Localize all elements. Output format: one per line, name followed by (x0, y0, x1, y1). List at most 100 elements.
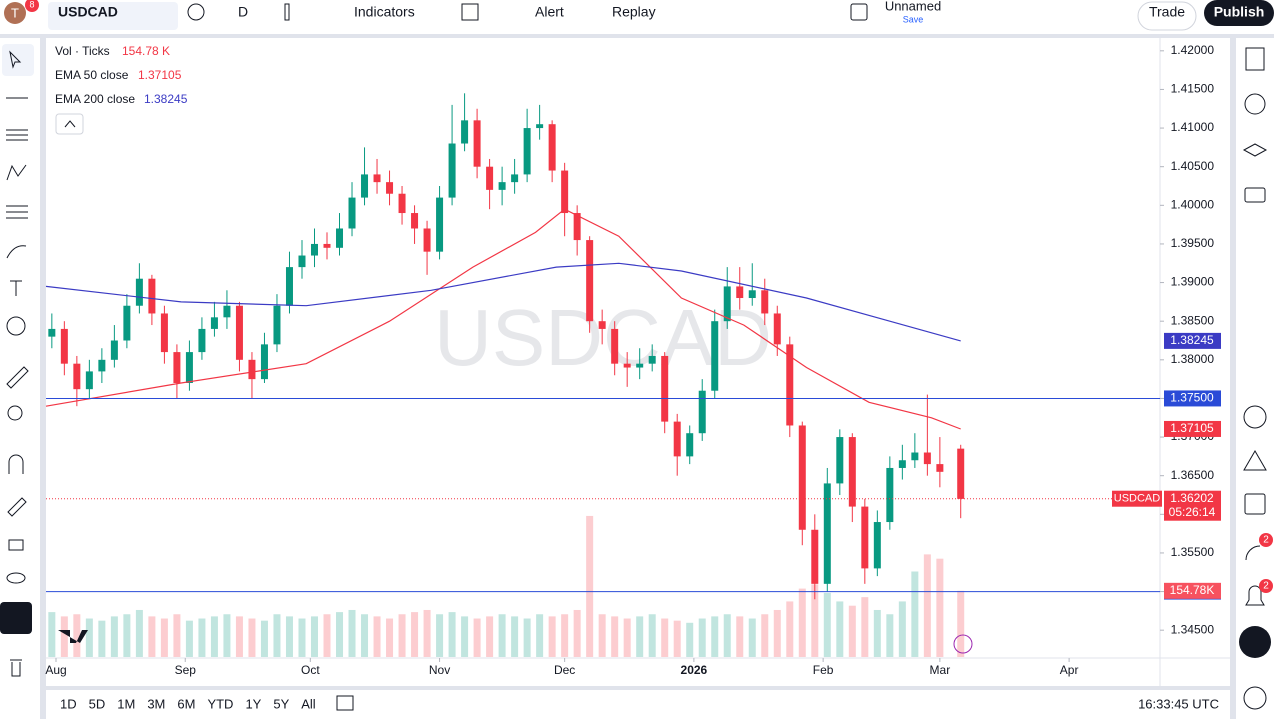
volume-bar (98, 620, 106, 657)
avatar-letter: T (11, 5, 19, 20)
watchlist-icon[interactable] (1245, 47, 1265, 71)
publish-button[interactable] (1204, 0, 1274, 26)
layout-name[interactable]: Unnamed (885, 0, 941, 13)
replay-button[interactable]: Replay (612, 4, 656, 20)
legend-value: 154.78 K (122, 44, 170, 58)
chat-icon[interactable] (1244, 187, 1266, 203)
candle-body (198, 328, 206, 353)
timeframe[interactable]: 1D (60, 696, 77, 711)
alert-button[interactable]: Alert (535, 4, 564, 20)
compare-icon[interactable] (187, 3, 205, 21)
templates-icon[interactable] (461, 3, 479, 21)
volume-bar (461, 616, 469, 657)
indicators-button[interactable]: Indicators (354, 4, 415, 20)
candle-body (361, 174, 369, 198)
volume-bar (185, 620, 193, 657)
brush-tool[interactable] (6, 245, 27, 259)
hide-tool[interactable] (6, 572, 26, 584)
forecast-tool[interactable] (6, 205, 28, 219)
x-tick-label: 2026 (681, 663, 708, 677)
publish-label: Publish (1214, 4, 1265, 20)
volume-tag-box (1164, 582, 1221, 599)
alerts-icon[interactable] (1244, 93, 1266, 115)
help-icon[interactable] (1243, 686, 1267, 710)
badge (1259, 579, 1273, 593)
event-marker[interactable] (953, 634, 973, 654)
timeframe[interactable]: 3M (147, 696, 165, 711)
volume-bar (561, 614, 569, 657)
ruler-tool[interactable] (6, 366, 29, 389)
candle-body (210, 317, 218, 329)
trade-button[interactable] (1137, 1, 1197, 31)
fib-tool[interactable] (6, 129, 28, 141)
timeframe[interactable]: 1Y (245, 696, 261, 711)
candle-body (673, 421, 681, 457)
pattern-tool[interactable] (6, 164, 27, 181)
candle-body (98, 359, 106, 372)
volume-bar (336, 612, 344, 657)
candle-body (798, 425, 806, 530)
candle-body (923, 452, 931, 465)
delete-tool[interactable] (10, 659, 22, 677)
volume-bar (448, 612, 456, 657)
legend-value: 1.38245 (144, 92, 188, 106)
timeframe[interactable]: 1M (117, 696, 135, 711)
timeframe[interactable]: YTD (207, 696, 233, 711)
layers-icon[interactable] (1242, 143, 1268, 157)
volume-bar (223, 614, 231, 657)
emoji-tool[interactable] (6, 316, 26, 336)
target-icon[interactable] (1243, 405, 1267, 429)
candle-body (60, 328, 68, 364)
candle-body (623, 363, 631, 368)
interval[interactable]: D (238, 4, 248, 20)
last-price-label: 1.36202 (1170, 491, 1214, 505)
lock-tool[interactable] (8, 539, 24, 551)
calendar-icon[interactable] (1244, 493, 1266, 515)
volume-bar (173, 614, 181, 657)
candle-body (85, 371, 93, 390)
stay-drawing-tool[interactable] (7, 497, 27, 517)
date-range-icon[interactable] (336, 695, 354, 711)
volume-bar (110, 616, 118, 657)
timeframe[interactable]: 5D (89, 696, 106, 711)
y-tick-label: 1.34500 (1171, 622, 1215, 636)
candle-body (957, 448, 965, 499)
candle-body (423, 228, 431, 252)
candle-body (486, 166, 494, 190)
layout-icon[interactable] (850, 3, 868, 21)
volume-bar (886, 614, 894, 657)
notification-icon[interactable] (1245, 585, 1265, 606)
volume-bar (260, 620, 268, 657)
symbol-search[interactable] (48, 2, 178, 30)
ideas-icon[interactable] (1243, 450, 1267, 471)
candle-body (336, 228, 344, 248)
collapse-legend[interactable] (55, 113, 84, 135)
candle-body (573, 213, 581, 241)
badge (1259, 533, 1273, 547)
volume-bar (536, 614, 544, 657)
apps-icon[interactable] (1239, 626, 1271, 658)
candle-body (323, 243, 331, 248)
timeframe[interactable]: All (301, 696, 316, 711)
volume-bar (310, 616, 318, 657)
legend-label: Vol · Ticks (55, 44, 110, 58)
chart-type-icon[interactable] (284, 3, 290, 21)
link-tool[interactable] (0, 602, 32, 634)
candle-body (110, 340, 118, 360)
volume-bar (623, 618, 631, 657)
volume-bar (348, 609, 356, 657)
volume-bar (586, 515, 594, 657)
timeframe[interactable]: 6M (177, 696, 195, 711)
avatar[interactable] (4, 2, 26, 24)
volume-bar (736, 616, 744, 657)
stream-icon[interactable] (1245, 545, 1261, 561)
magnet-tool[interactable] (8, 454, 24, 474)
volume-bar (786, 601, 794, 657)
timeframe[interactable]: 5Y (273, 696, 289, 711)
legend-value: 1.37105 (138, 68, 182, 82)
volume-bar (711, 616, 719, 657)
candle-body (736, 286, 744, 299)
text-tool[interactable] (10, 280, 22, 296)
zoom-tool[interactable] (7, 405, 23, 421)
